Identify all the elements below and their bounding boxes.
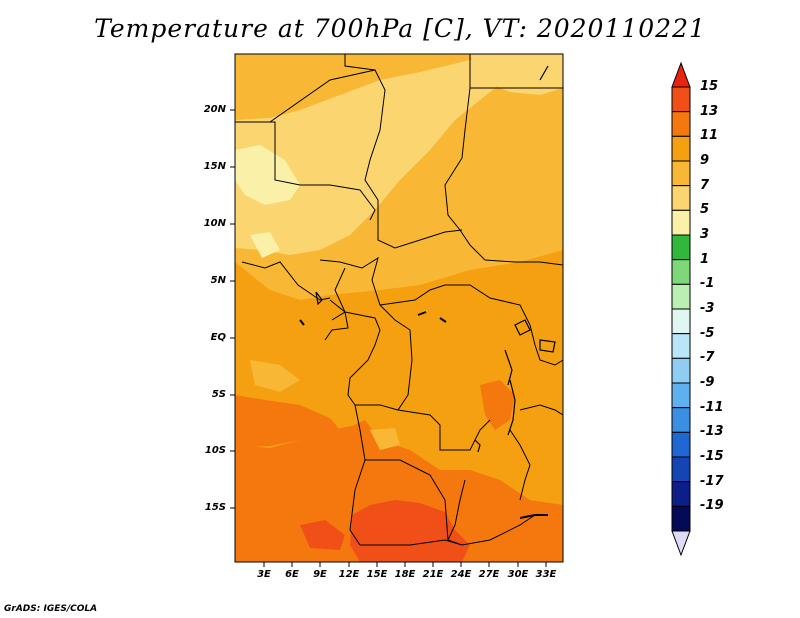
colorbar-label: 1 xyxy=(700,251,710,267)
lon-label: 12E xyxy=(338,569,360,580)
colorbar-cell xyxy=(671,209,691,236)
lon-label: 30E xyxy=(507,569,529,580)
colorbar-label: -7 xyxy=(700,350,715,366)
lon-label: 9E xyxy=(313,569,327,580)
field-t7-mid xyxy=(250,360,300,392)
colorbar-label: 7 xyxy=(700,177,710,193)
colorbar-cell xyxy=(671,431,691,458)
lon-label: 27E xyxy=(478,569,500,580)
colorbar-cell xyxy=(671,160,691,187)
lon-label: 6E xyxy=(285,569,299,580)
field-t13-core2 xyxy=(300,520,345,550)
colorbar-cell xyxy=(671,283,691,310)
chart-title: Temperature at 700hPa [C], VT: 202011022… xyxy=(94,14,706,43)
lat-label: 15S xyxy=(204,502,226,513)
colorbar-cell xyxy=(671,333,691,359)
lat-label: 20N xyxy=(203,104,226,115)
lon-label: 3E xyxy=(257,569,271,580)
colorbar-label: -5 xyxy=(700,325,715,341)
lat-label: 15N xyxy=(203,161,226,172)
field-t13-core xyxy=(350,500,470,562)
lat-label: 10N xyxy=(203,218,226,229)
colorbar-cell xyxy=(671,308,691,335)
colorbar-cell xyxy=(671,481,691,507)
map-frame xyxy=(234,53,564,563)
field-t3-patch2 xyxy=(250,232,280,258)
colorbar-label: -1 xyxy=(700,276,715,292)
colorbar-cell xyxy=(671,357,691,384)
lon-label: 18E xyxy=(394,569,416,580)
colorbar-label: 3 xyxy=(700,227,710,242)
colorbar-label: -19 xyxy=(700,498,724,514)
colorbar-label: -17 xyxy=(700,473,724,489)
field-t5-north xyxy=(235,56,520,255)
colorbar xyxy=(671,61,691,557)
colorbar-cell xyxy=(671,505,691,532)
lon-label: 24E xyxy=(450,569,472,580)
colorbar-cell xyxy=(671,86,691,113)
colorbar-label: 5 xyxy=(700,202,710,218)
lon-ticks xyxy=(263,562,547,567)
colorbar-bottom-triangle xyxy=(671,530,691,557)
colorbar-label: -11 xyxy=(700,399,724,415)
lakes xyxy=(299,65,556,519)
colorbar-label: -15 xyxy=(700,449,724,464)
field-t11-sw xyxy=(235,395,340,448)
lat-label: 5N xyxy=(210,275,226,286)
field-t7-mid2 xyxy=(370,428,400,450)
colorbar-cell xyxy=(671,135,691,162)
colorbar-cell xyxy=(671,111,691,137)
lon-label: 15E xyxy=(366,569,388,580)
lat-ticks xyxy=(230,109,235,509)
field-t11-east xyxy=(480,380,515,430)
colorbar-top-triangle xyxy=(671,61,691,88)
lat-label: 5S xyxy=(211,389,226,400)
colorbar-label: 13 xyxy=(700,103,719,119)
field-t3-patch xyxy=(235,145,300,205)
temperature-field xyxy=(235,54,563,562)
colorbar-label: -9 xyxy=(700,375,715,390)
lat-label: 10S xyxy=(204,445,226,456)
colorbar-label: 15 xyxy=(700,79,719,94)
lon-label: 33E xyxy=(535,569,557,580)
credit-text: GrADS: IGES/COLA xyxy=(4,604,98,614)
lat-label: EQ xyxy=(210,332,226,343)
colorbar-cell xyxy=(671,234,691,261)
colorbar-cell xyxy=(671,259,691,285)
colorbar-label: -13 xyxy=(700,424,724,440)
country-borders xyxy=(235,54,563,546)
colorbar-cell xyxy=(671,456,691,483)
colorbar-label: 9 xyxy=(700,153,710,168)
colorbar-label: -3 xyxy=(700,301,715,316)
colorbar-label: 11 xyxy=(700,128,719,144)
colorbar-cell xyxy=(671,185,691,211)
field-t5-ne xyxy=(470,54,563,95)
colorbar-cell xyxy=(671,382,691,409)
colorbar-cell xyxy=(671,407,691,433)
lon-label: 21E xyxy=(422,569,444,580)
